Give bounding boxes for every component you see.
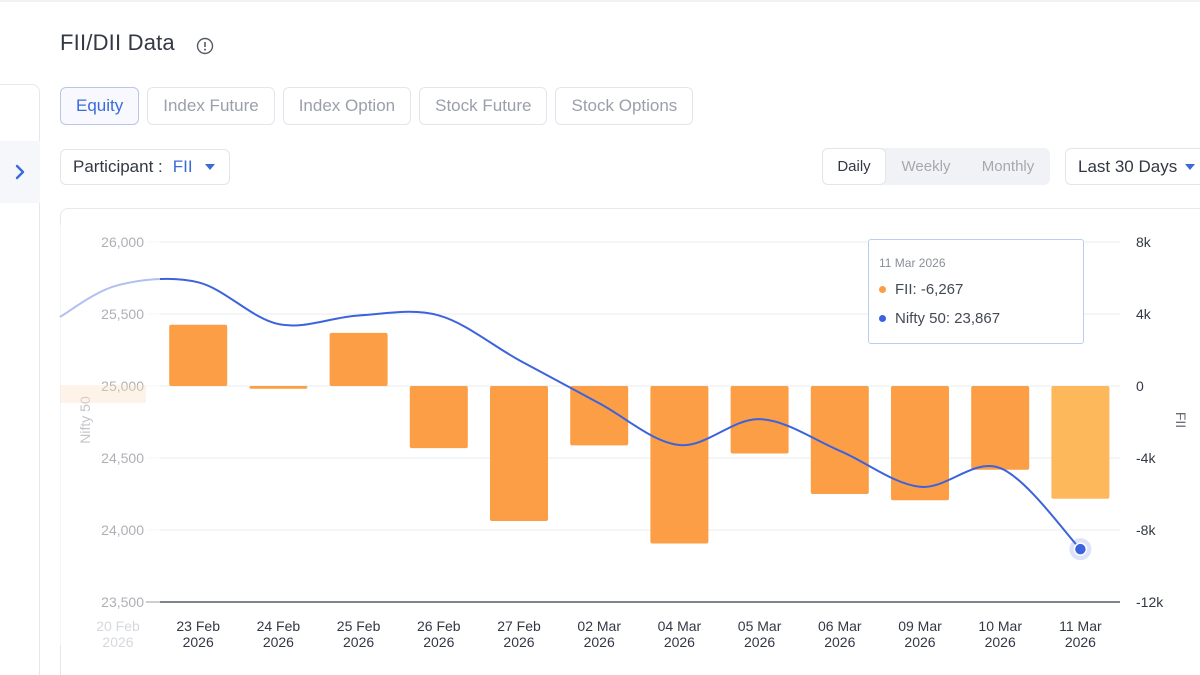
right-tick-label: 8k [1136,234,1152,250]
segment-tabs: Equity Index Future Index Option Stock F… [60,87,694,125]
fii-bar [810,386,869,494]
nifty-legend-dot [879,315,886,322]
x-tick-year: 2026 [824,634,855,650]
fii-bar [891,386,949,501]
x-tick-label: 27 Feb [497,618,541,634]
tooltip-nifty-row: Nifty 50: 23,867 [879,310,1000,327]
period-weekly[interactable]: Weekly [901,158,951,175]
page-title: FII/DII Data [60,30,175,55]
tab-index-option[interactable]: Index Option [282,87,412,125]
highlight-point [1073,542,1088,556]
info-circle-icon[interactable] [196,37,214,55]
right-tick-label: -8k [1136,522,1156,538]
period-monthly[interactable]: Monthly [981,158,1035,175]
x-tick-label: 20 Feb [96,618,140,634]
chart-tooltip: 11 Mar 2026 FII: -6,267 Nifty 50: 23,867 [868,239,1084,344]
caret-down-icon [204,164,215,170]
date-range-dropdown[interactable]: Last 30 Days [1065,148,1200,185]
period-toggle: Daily Weekly Monthly [822,148,1050,185]
x-tick-year: 2026 [584,634,615,650]
chevron-right-icon [15,164,25,180]
participant-label: Participant : [73,157,163,176]
top-divider [0,0,1200,2]
tab-index-future[interactable]: Index Future [147,87,275,125]
fii-bar [409,386,468,449]
fii-bar [490,386,548,521]
x-tick-label: 05 Mar [738,618,782,634]
tooltip-fii-value: FII: -6,267 [895,281,964,298]
fii-bar [650,386,709,544]
x-tick-year: 2026 [985,634,1016,650]
x-tick-label: 10 Mar [978,618,1022,634]
participant-dropdown[interactable]: Participant : FII [60,149,230,185]
x-tick-year: 2026 [183,634,214,650]
fii-bar [570,386,629,446]
tooltip-nifty-value: Nifty 50: 23,867 [895,310,1001,327]
fii-bar [329,332,388,386]
x-tick-label: 23 Feb [176,618,220,634]
fii-bar [249,386,308,389]
right-axis-title: FII [1173,412,1189,428]
fii-legend-dot [879,286,886,293]
period-daily[interactable]: Daily [822,148,886,185]
fii-bar [971,386,1030,470]
tab-stock-options[interactable]: Stock Options [555,87,694,125]
x-tick-label: 26 Feb [417,618,461,634]
x-tick-year: 2026 [1065,634,1096,650]
x-tick-year: 2026 [744,634,775,650]
x-tick-year: 2026 [904,634,935,650]
nifty-line [59,277,1082,550]
x-tick-label: 09 Mar [898,618,942,634]
x-tick-year: 2026 [503,634,534,650]
x-tick-label: 11 Mar [1059,618,1102,634]
fii-bar [1051,386,1110,499]
fade-overlay [60,225,160,645]
x-tick-label: 24 Feb [257,618,301,634]
tab-equity[interactable]: Equity [60,87,140,125]
tab-stock-future[interactable]: Stock Future [419,87,548,125]
right-tick-label: 0 [1136,378,1144,394]
x-tick-year: 2026 [263,634,294,650]
right-tick-label: 4k [1136,306,1152,322]
sidebar-toggle-button[interactable] [0,141,40,203]
date-range-value: Last 30 Days [1078,156,1178,176]
x-tick-label: 06 Mar [818,618,862,634]
fii-bar [169,324,228,386]
x-tick-year: 2026 [423,634,454,650]
tooltip-fii-row: FII: -6,267 [879,281,963,298]
right-tick-label: -12k [1136,594,1164,610]
participant-value: FII [172,157,193,176]
caret-down-icon [1185,163,1196,170]
tooltip-date: 11 Mar 2026 [879,256,946,270]
x-tick-year: 2026 [102,634,133,650]
x-tick-label: 25 Feb [337,618,381,634]
x-tick-year: 2026 [343,634,374,650]
x-tick-year: 2026 [664,634,695,650]
right-tick-label: -4k [1136,450,1156,466]
x-tick-label: 02 Mar [577,618,621,634]
fade-bar-stub [60,385,146,403]
x-tick-label: 04 Mar [658,618,702,634]
